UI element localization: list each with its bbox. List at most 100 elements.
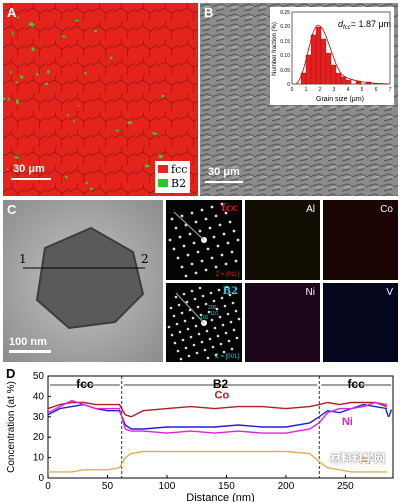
y-tick-label: 50	[33, 371, 45, 382]
mean-size-symbol: d	[338, 19, 344, 29]
b2-particle	[152, 132, 158, 135]
b2-particle	[44, 82, 49, 85]
series-line-co	[47, 401, 388, 418]
series-label-al: Al	[360, 455, 371, 467]
saed-fcc-spots	[168, 202, 240, 278]
mean-size-value: = 1.87 μm	[351, 19, 391, 29]
b2-particle	[77, 104, 80, 107]
series-line-al	[48, 450, 388, 473]
line-start-label: 1	[19, 252, 27, 266]
panel-a-phase-map: A 30 μm fcc B2	[3, 3, 198, 196]
diffraction-spot	[206, 356, 210, 360]
diffraction-spot	[196, 250, 200, 254]
diffraction-spot	[217, 288, 221, 292]
b2-particle	[46, 70, 50, 74]
diffraction-spot	[185, 300, 189, 304]
b2-particle	[109, 56, 113, 60]
diffraction-spot	[232, 328, 236, 332]
concentration-chart: fcc B2 fcc Co V Ni Al 0 50 100 150 200 250 0 10 20 30 40 5…	[6, 371, 394, 502]
hist-xtick-0: 0	[291, 87, 294, 93]
scale-bar-label: 100 nm	[9, 336, 47, 348]
b2-particle	[36, 73, 39, 76]
diffraction-spot	[222, 232, 226, 236]
diffraction-spot	[206, 247, 210, 251]
diffraction-spot	[208, 337, 212, 341]
b2-particle	[90, 187, 93, 191]
diffraction-spot	[174, 295, 178, 299]
saed-b2-spots	[167, 285, 241, 361]
diffraction-spot	[200, 259, 204, 263]
x-tick-label: 250	[337, 481, 354, 492]
b2-particle	[72, 120, 75, 123]
diffraction-spot	[196, 305, 200, 309]
diffraction-spot	[190, 262, 194, 266]
x-tick-label: 200	[278, 481, 295, 492]
diffraction-spot	[172, 314, 176, 318]
b2-particle	[9, 71, 12, 74]
diffraction-spot	[169, 306, 173, 310]
panel-c-label: C	[7, 202, 17, 217]
b2-particle	[67, 113, 69, 117]
diffraction-spot	[184, 274, 188, 278]
hist-xlabel: Grain size (μm)	[316, 96, 364, 103]
b2-particle	[61, 35, 66, 38]
diffraction-spot	[219, 342, 223, 346]
scale-bar	[205, 181, 243, 183]
b2-particle	[127, 120, 132, 125]
diffraction-spot	[186, 253, 190, 257]
diffraction-spot	[177, 303, 181, 307]
diffraction-spot	[194, 220, 198, 224]
y-tick-label: 10	[33, 453, 45, 464]
diffraction-spot	[182, 244, 186, 248]
b2-particle	[15, 99, 19, 105]
series-line-ni	[47, 399, 388, 434]
hist-ytick-0: 0	[287, 82, 290, 88]
diffraction-spot	[212, 235, 216, 239]
diffraction-spot	[224, 211, 228, 215]
diffraction-spot	[220, 253, 224, 257]
series-label-v: V	[385, 408, 393, 420]
diffraction-spot	[227, 339, 231, 343]
scale-bar-label: 30 μm	[208, 166, 240, 178]
eds-map-v-label: V	[386, 287, 393, 298]
hist-xtick-4: 4	[347, 87, 350, 93]
diffraction-spot	[223, 304, 227, 308]
diffraction-spot	[176, 256, 180, 260]
phase-legend: fcc B2	[155, 161, 191, 193]
diffraction-spot	[218, 315, 222, 319]
diffraction-spot	[234, 259, 238, 263]
diffraction-spot	[193, 297, 197, 301]
panel-d-line-profile: fcc B2 fcc Co V Ni Al 0 50 100 150 200 250 0 10 20 30 40 5…	[0, 364, 401, 502]
diffraction-spot	[220, 202, 224, 206]
b2-particle	[94, 29, 98, 33]
x-axis-label: Distance (nm)	[186, 492, 254, 502]
diffraction-spot	[174, 226, 178, 230]
eds-map-co-label: Co	[380, 204, 393, 215]
eds-map-al: Al	[245, 200, 320, 280]
diffraction-spot	[168, 238, 172, 242]
b2-particle	[85, 181, 89, 185]
diffraction-spot	[236, 238, 240, 242]
diffraction-spot	[192, 241, 196, 245]
eds-map-v: V	[323, 283, 398, 362]
diffraction-spot	[181, 338, 185, 342]
diffraction-spot	[212, 299, 216, 303]
diffraction-spot	[170, 333, 174, 337]
diffraction-spot	[208, 226, 212, 230]
diffraction-spot	[190, 211, 194, 215]
diffraction-spot	[226, 312, 230, 316]
b2-particle	[11, 31, 14, 36]
eds-map-al-label: Al	[306, 204, 315, 215]
diffraction-spot	[235, 336, 239, 340]
panel-c-tem: C 1 2 100 nm	[3, 200, 163, 362]
diffraction-spot	[175, 322, 179, 326]
diffraction-spot	[184, 346, 188, 350]
legend-item-fcc: fcc	[158, 163, 187, 177]
diffraction-spot	[203, 348, 207, 352]
x-tick-label: 150	[218, 481, 235, 492]
diffraction-spot	[179, 357, 183, 361]
diffraction-spot	[182, 292, 186, 296]
eds-map-ni-label: Ni	[305, 287, 315, 298]
saed-b2-spot-110: 110	[210, 311, 218, 317]
diffraction-spot	[221, 323, 225, 327]
